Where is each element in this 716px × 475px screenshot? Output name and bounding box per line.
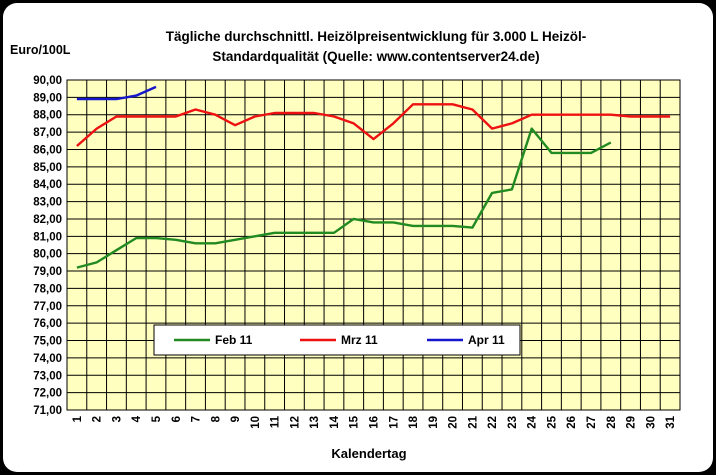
series-lines bbox=[76, 85, 671, 269]
y-tick-label: 82,00 bbox=[33, 214, 62, 226]
legend: Feb 11 Mrz 11 Apr 11 bbox=[153, 324, 521, 356]
x-tick-label: 26 bbox=[566, 416, 578, 429]
y-tick-label: 90,00 bbox=[33, 75, 62, 87]
y-tick-label: 85,00 bbox=[33, 162, 62, 174]
x-tick-label: 23 bbox=[507, 416, 519, 429]
x-tick-label: 9 bbox=[230, 416, 242, 422]
y-tick-label: 77,00 bbox=[33, 301, 62, 313]
x-tick-label: 31 bbox=[665, 415, 677, 428]
y-axis-unit-label: Euro/100L bbox=[10, 43, 71, 57]
plot-area bbox=[66, 79, 681, 411]
x-tick-label: 16 bbox=[369, 416, 381, 429]
x-tick-label: 30 bbox=[645, 416, 657, 429]
y-tick-label: 71,00 bbox=[33, 405, 62, 417]
x-tick-label: 8 bbox=[210, 415, 222, 422]
x-tick-label: 27 bbox=[586, 416, 598, 429]
x-tick-label: 6 bbox=[171, 416, 183, 422]
y-tick-label: 75,00 bbox=[33, 336, 62, 348]
x-tick-label: 24 bbox=[527, 415, 539, 428]
x-tick-label: 11 bbox=[270, 415, 282, 428]
series-line-feb-11 bbox=[76, 127, 612, 269]
x-tick-label: 12 bbox=[289, 416, 301, 429]
x-tick-label: 21 bbox=[467, 415, 479, 428]
x-tick-label: 5 bbox=[151, 415, 163, 422]
x-tick-label: 13 bbox=[309, 416, 321, 429]
y-tick-label: 73,00 bbox=[33, 370, 62, 382]
x-tick-label: 29 bbox=[626, 416, 638, 429]
x-tick-label: 15 bbox=[349, 415, 361, 428]
y-tick-label: 74,00 bbox=[33, 353, 62, 365]
legend-label-feb-11: Feb 11 bbox=[215, 333, 253, 347]
x-tick-label: 20 bbox=[448, 416, 460, 429]
legend-label-apr-11: Apr 11 bbox=[468, 333, 505, 347]
x-axis-ticks: 1 2 3 4 5 6 7 8 9 10 11 12 13 14 15 16 17 18 19 20 21 22 23 24 2… bbox=[72, 415, 677, 428]
x-tick-label: 19 bbox=[428, 416, 440, 429]
y-tick-label: 88,00 bbox=[33, 110, 62, 122]
y-tick-label: 83,00 bbox=[33, 197, 62, 209]
y-tick-label: 87,00 bbox=[33, 127, 62, 139]
x-tick-label: 17 bbox=[388, 416, 400, 429]
x-tick-label: 28 bbox=[606, 415, 618, 428]
x-tick-label: 25 bbox=[546, 415, 558, 428]
y-tick-label: 86,00 bbox=[33, 144, 62, 156]
x-tick-label: 7 bbox=[191, 416, 203, 422]
y-tick-label: 79,00 bbox=[33, 266, 62, 278]
y-tick-label: 89,00 bbox=[33, 92, 62, 104]
y-tick-label: 76,00 bbox=[33, 318, 62, 330]
y-axis-ticks: 71,00 72,00 73,00 74,00 75,00 76,00 77,00 78,00… bbox=[33, 75, 62, 417]
chart-frame: Tägliche durchschnittl. Heizölpreisentwi… bbox=[3, 3, 713, 472]
y-tick-label: 72,00 bbox=[33, 388, 62, 400]
y-tick-label: 84,00 bbox=[33, 179, 62, 191]
x-tick-label: 18 bbox=[408, 415, 420, 428]
x-tick-label: 10 bbox=[250, 416, 262, 429]
x-tick-label: 14 bbox=[329, 415, 341, 428]
chart-canvas: Tägliche durchschnittl. Heizölpreisentwi… bbox=[10, 29, 681, 461]
y-tick-label: 80,00 bbox=[33, 249, 62, 261]
x-tick-label: 2 bbox=[92, 416, 104, 422]
x-tick-label: 22 bbox=[487, 416, 499, 429]
x-axis-label: Kalendertag bbox=[331, 446, 406, 461]
chart-title-line-1: Tägliche durchschnittl. Heizölpreisentwi… bbox=[166, 29, 587, 44]
x-tick-label: 3 bbox=[111, 416, 123, 422]
series-line-mrz-11 bbox=[76, 103, 671, 147]
x-tick-label: 4 bbox=[131, 415, 143, 422]
series-line-apr-11 bbox=[76, 85, 157, 101]
chart-title-line-2: Standardqualität (Quelle: www.contentser… bbox=[212, 49, 539, 64]
y-tick-label: 78,00 bbox=[33, 283, 62, 295]
legend-label-mrz-11: Mrz 11 bbox=[341, 333, 378, 347]
x-tick-label: 1 bbox=[72, 415, 84, 422]
y-tick-label: 81,00 bbox=[33, 231, 62, 243]
